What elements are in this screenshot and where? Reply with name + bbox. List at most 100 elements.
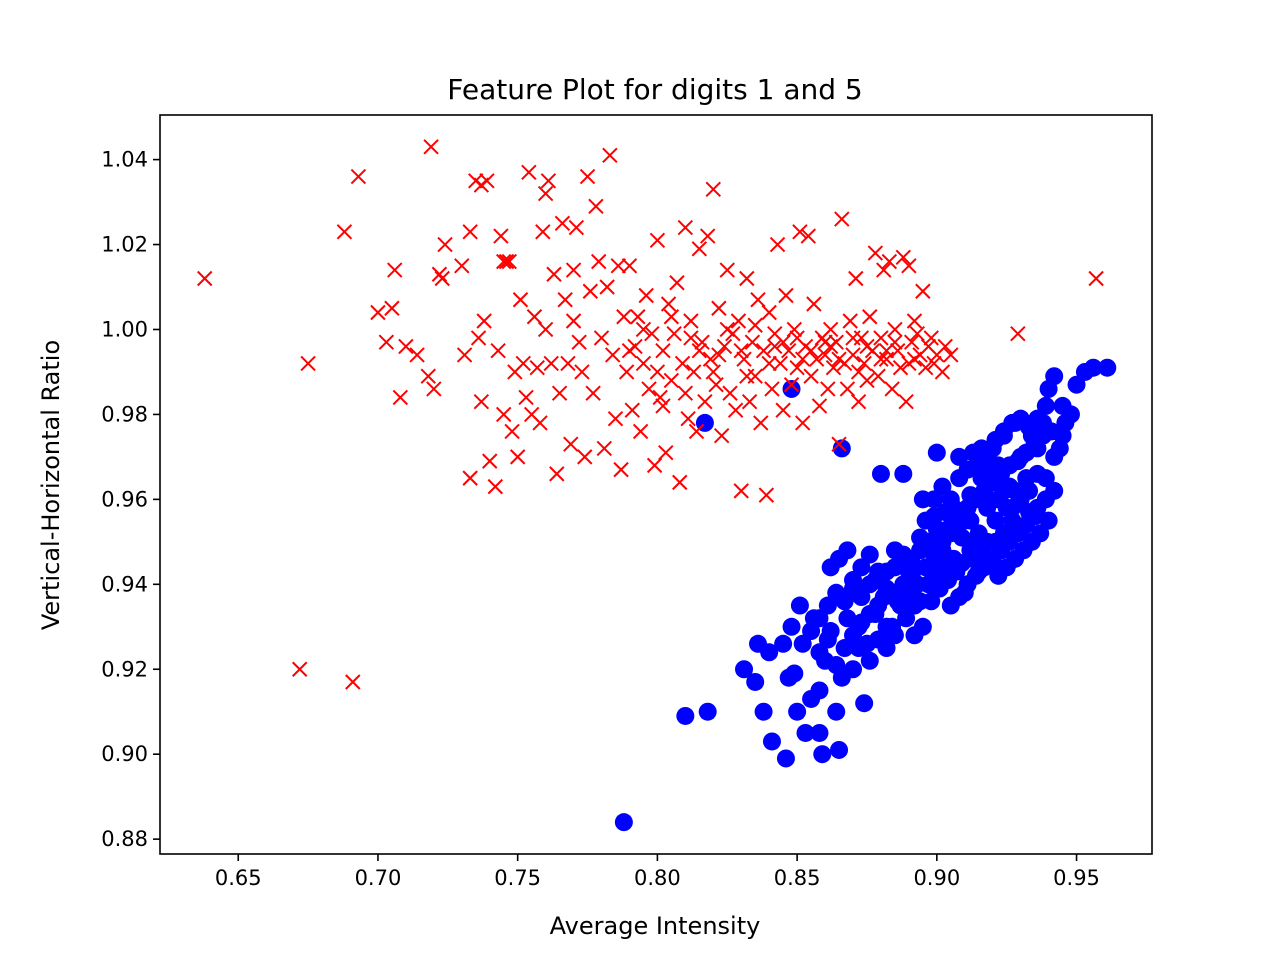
data-point-cross [420, 368, 436, 384]
data-point-circle [835, 639, 854, 658]
data-point-circle [1050, 439, 1069, 458]
data-point-cross [845, 330, 861, 346]
data-point-cross [878, 343, 895, 359]
data-point-circle [869, 562, 888, 581]
data-point-circle [916, 511, 935, 530]
data-point-cross [917, 359, 934, 376]
data-point-circle [844, 626, 863, 645]
data-point-circle [754, 702, 773, 721]
chart-title: Feature Plot for digits 1 and 5 [447, 73, 862, 106]
data-point-circle [1067, 375, 1086, 394]
data-point-circle [950, 447, 969, 466]
data-point-circle [832, 439, 851, 458]
data-point-cross [825, 359, 842, 376]
data-point-circle [941, 490, 960, 509]
data-point-cross [610, 258, 626, 274]
data-point-cross [473, 393, 490, 410]
data-point-cross [663, 372, 680, 389]
data-point-cross [504, 423, 520, 440]
data-point-cross [535, 224, 551, 240]
data-point-cross [300, 355, 316, 372]
data-point-cross [613, 461, 629, 478]
data-point-cross [638, 287, 654, 304]
data-point-cross [781, 343, 797, 359]
data-point-cross [786, 321, 803, 338]
data-point-circle [1084, 358, 1103, 377]
data-point-cross [476, 313, 492, 329]
data-point-cross [384, 300, 400, 316]
data-point-cross [713, 427, 730, 444]
data-point-cross [336, 224, 353, 240]
data-point-cross [551, 385, 568, 401]
y-tick-label: 1.00 [101, 317, 148, 341]
data-point-cross [848, 270, 864, 287]
data-point-cross [775, 334, 791, 350]
data-point-cross [856, 355, 872, 372]
data-point-cross [658, 444, 674, 461]
x-tick-label: 0.80 [634, 866, 681, 890]
plot-markers [197, 139, 1117, 832]
data-point-circle [916, 558, 935, 577]
data-point-cross [691, 241, 708, 257]
data-point-circle [986, 511, 1005, 530]
data-point-circle [905, 596, 924, 615]
data-point-cross [870, 368, 886, 384]
data-point-circle [782, 379, 801, 398]
data-point-cross [565, 262, 582, 278]
data-point-circle [830, 740, 849, 759]
data-point-cross [711, 300, 727, 316]
data-point-cross [495, 406, 512, 423]
data-point-cross [803, 368, 819, 384]
data-point-cross [487, 478, 504, 495]
data-point-cross [501, 253, 518, 270]
data-point-cross [839, 381, 856, 397]
data-point-cross [901, 258, 917, 274]
data-point-circle [922, 592, 941, 611]
x-tick-label: 0.85 [774, 866, 821, 890]
data-point-circle [614, 813, 633, 832]
data-point-cross [557, 292, 573, 308]
data-point-cross [778, 287, 794, 304]
data-point-cross [892, 359, 909, 376]
data-point-circle [796, 723, 815, 742]
data-point-circle [944, 511, 963, 530]
data-point-cross [669, 275, 685, 291]
data-point-cross [733, 483, 749, 499]
data-point-circle [1056, 413, 1075, 432]
data-point-circle [1045, 481, 1064, 500]
data-point-cross [529, 359, 545, 376]
data-point-cross [794, 415, 811, 431]
data-point-circle [1025, 507, 1044, 526]
data-point-cross [423, 139, 439, 155]
data-point-cross [842, 313, 858, 329]
data-point-cross [666, 326, 682, 342]
x-tick-label: 0.90 [913, 866, 960, 890]
data-point-cross [646, 457, 663, 474]
data-point-circle [810, 681, 829, 700]
data-point-circle [1036, 396, 1055, 415]
data-point-cross [873, 351, 889, 367]
data-point-cross [923, 330, 939, 346]
data-point-cross [426, 381, 442, 397]
x-tick-label: 0.95 [1053, 866, 1100, 890]
data-point-circle [855, 694, 874, 713]
data-point-circle [802, 622, 821, 641]
data-point-cross [699, 228, 716, 244]
data-point-cross [937, 338, 953, 355]
data-point-cross [822, 338, 839, 355]
data-point-circle [980, 554, 999, 573]
data-point-cross [493, 228, 509, 244]
data-point-cross [906, 313, 923, 329]
data-point-cross [887, 321, 903, 338]
data-point-circle [1031, 524, 1050, 543]
data-point-cross [800, 228, 817, 244]
data-point-cross [808, 351, 825, 367]
data-point-cross [635, 355, 652, 372]
data-point-circle [885, 626, 904, 645]
data-point-circle [776, 749, 795, 768]
data-point-cross [554, 215, 571, 232]
data-point-cross [197, 270, 213, 287]
data-point-cross [470, 330, 487, 346]
data-point-cross [705, 364, 721, 380]
data-point-cross [680, 410, 696, 427]
